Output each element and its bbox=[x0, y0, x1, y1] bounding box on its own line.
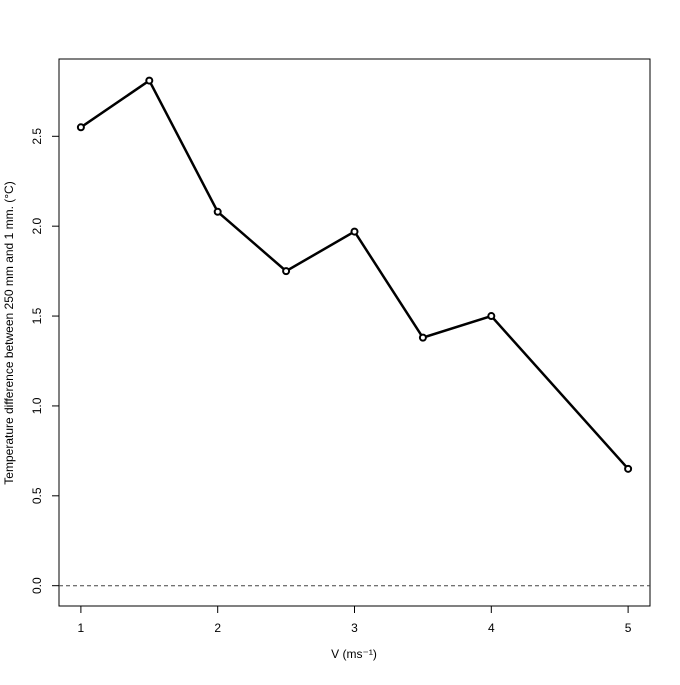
y-tick-label: 0.5 bbox=[30, 487, 44, 504]
point bbox=[624, 464, 633, 473]
point bbox=[76, 123, 85, 132]
x-tick-label: 4 bbox=[488, 621, 495, 635]
series-line bbox=[80, 78, 630, 470]
point bbox=[282, 267, 291, 276]
y-tick-label: 2.0 bbox=[30, 218, 44, 235]
x-tick-label: 2 bbox=[214, 621, 221, 635]
x-tick-label: 5 bbox=[625, 621, 632, 635]
plot-box bbox=[58, 58, 651, 607]
y-tick-label: 0.0 bbox=[30, 577, 44, 594]
y-tick-label: 1.0 bbox=[30, 397, 44, 414]
point bbox=[145, 76, 154, 85]
x-axis-label: V (ms⁻¹) bbox=[331, 647, 377, 661]
y-tick-label: 2.5 bbox=[30, 128, 44, 145]
x-tick-label: 3 bbox=[351, 621, 358, 635]
y-tick-label: 1.5 bbox=[30, 307, 44, 324]
point bbox=[487, 312, 496, 321]
point bbox=[213, 207, 222, 216]
x-tick-label: 1 bbox=[78, 621, 85, 635]
y-axis-label: Temperature difference between 250 mm an… bbox=[2, 181, 16, 484]
point bbox=[418, 333, 427, 342]
point bbox=[350, 227, 359, 236]
